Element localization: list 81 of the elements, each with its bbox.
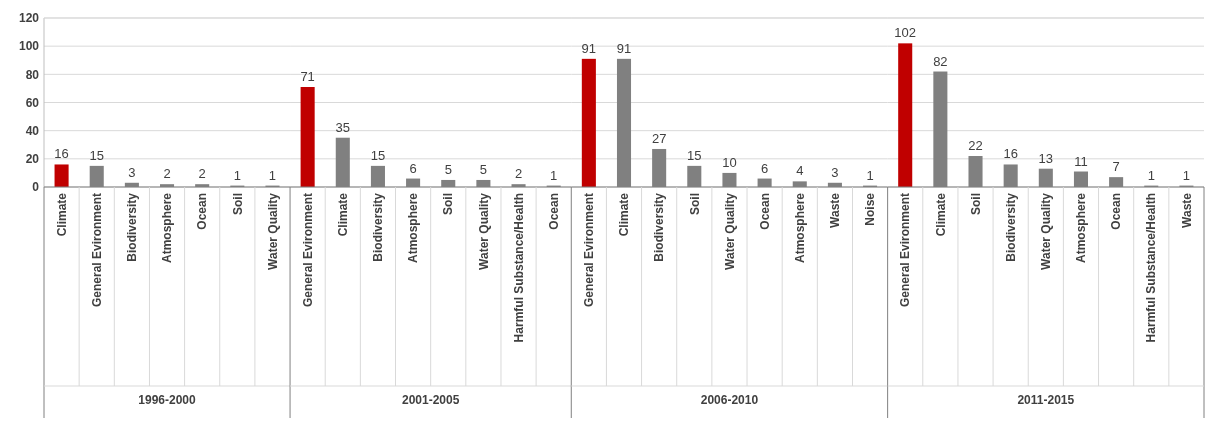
data-label: 13 <box>1038 150 1054 166</box>
y-tick-label: 100 <box>18 39 40 54</box>
data-label: 22 <box>968 138 983 154</box>
data-label: 1 <box>1182 167 1191 183</box>
x-tick-label: Biodiversity <box>652 192 667 262</box>
x-tick-label: Biodiversity <box>1003 192 1018 262</box>
x-tick-label: Harmful Substance/Health <box>1144 193 1159 343</box>
x-tick-label: Soil <box>441 193 456 216</box>
x-tick-label: Waste <box>828 192 843 228</box>
data-label: 7 <box>1112 159 1120 175</box>
bar <box>300 87 315 187</box>
x-axis-title: 2006-2010 <box>700 393 759 407</box>
data-label: 6 <box>760 160 769 176</box>
x-tick-label: Atmosphere <box>406 192 421 264</box>
x-tick-label: Atmosphere <box>1074 192 1089 264</box>
x-tick-label: General Evironment <box>898 193 913 308</box>
data-label: 15 <box>89 147 104 163</box>
y-tick-label: 80 <box>25 67 40 82</box>
x-tick-label: Climate <box>617 192 632 237</box>
data-label: 15 <box>687 147 702 163</box>
data-label: 35 <box>335 119 351 135</box>
data-label: 5 <box>444 161 452 177</box>
x-tick-label: Ocean <box>1109 193 1124 230</box>
data-label: 27 <box>651 130 667 146</box>
x-tick-label: Climate <box>54 192 69 237</box>
x-tick-label: Atmosphere <box>792 192 807 264</box>
x-tick-label: Climate <box>335 192 350 237</box>
data-label: 1 <box>1147 167 1155 183</box>
data-label: 3 <box>128 164 136 180</box>
data-label: 11 <box>1074 153 1088 169</box>
x-tick-label: Biodiversity <box>125 192 140 262</box>
x-tick-label: Ocean <box>546 193 561 230</box>
data-label: 16 <box>1003 146 1018 162</box>
data-label: 102 <box>894 25 917 41</box>
bar <box>898 43 913 187</box>
x-tick-label: Biodiversity <box>371 192 386 262</box>
x-axis-title: 1996-2000 <box>138 393 197 407</box>
data-label: 91 <box>616 40 632 56</box>
x-tick-label: Soil <box>230 193 245 216</box>
y-tick-label: 20 <box>25 152 40 167</box>
x-tick-label: Water Quality <box>265 192 280 270</box>
x-tick-label: Water Quality <box>476 192 491 270</box>
data-label: 82 <box>933 53 948 69</box>
x-axis-title: 2011-2015 <box>1017 393 1075 407</box>
x-tick-label: Waste <box>1179 192 1194 228</box>
x-tick-label: General Evironment <box>89 193 104 308</box>
data-label: 2 <box>198 166 206 182</box>
data-label: 71 <box>300 69 315 85</box>
data-label: 1 <box>866 167 874 183</box>
x-axis-title: 2001-2005 <box>401 393 460 407</box>
data-label: 6 <box>409 160 417 176</box>
y-tick-label: 0 <box>32 180 40 195</box>
y-tick-label: 120 <box>18 11 40 26</box>
x-tick-label: Harmful Substance/Health <box>511 193 526 343</box>
x-tick-label: Atmosphere <box>160 192 175 264</box>
x-tick-label: Water Quality <box>722 192 737 270</box>
data-label: 10 <box>722 154 737 170</box>
x-tick-label: Noise <box>863 192 878 226</box>
data-label: 2 <box>514 166 523 182</box>
x-tick-label: General Evironment <box>582 193 597 308</box>
x-tick-label: Climate <box>933 192 948 237</box>
x-tick-label: Ocean <box>757 193 772 230</box>
data-label: 3 <box>831 164 839 180</box>
x-tick-label: Ocean <box>195 193 210 230</box>
y-tick-label: 60 <box>25 95 40 110</box>
data-label: 1 <box>550 167 558 183</box>
x-tick-label: Soil <box>968 193 983 216</box>
data-label: 1 <box>268 167 277 183</box>
data-label: 15 <box>370 147 386 163</box>
data-label: 16 <box>54 146 69 162</box>
data-label: 91 <box>581 40 597 56</box>
y-tick-label: 40 <box>25 123 40 138</box>
data-label: 1 <box>233 167 241 183</box>
x-tick-label: Soil <box>687 193 702 216</box>
bar <box>54 164 69 187</box>
data-label: 2 <box>163 166 171 182</box>
data-label: 5 <box>479 161 488 177</box>
x-tick-label: General Evironment <box>300 193 315 308</box>
bar <box>581 58 596 187</box>
x-tick-label: Water Quality <box>1039 192 1054 270</box>
data-label: 4 <box>796 163 804 179</box>
